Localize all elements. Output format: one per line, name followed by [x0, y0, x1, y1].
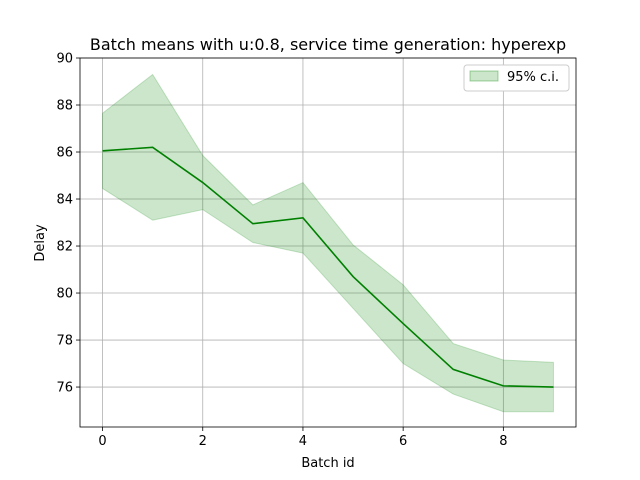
- y-tick-label: 90: [56, 52, 73, 67]
- y-axis-label: Delay: [33, 224, 48, 262]
- x-tick-label: 2: [199, 434, 207, 449]
- legend-box: [463, 64, 570, 92]
- chart-title: Batch means with u:0.8, service time gen…: [90, 35, 566, 54]
- y-tick-label: 84: [56, 193, 73, 208]
- legend: 95% c.i.: [463, 64, 570, 92]
- legend-swatch-ci: [469, 70, 499, 82]
- axis-ticks: 0 2 4 6 8 76 78 80 82 84 86 88 90: [56, 52, 507, 450]
- x-tick-label: 6: [399, 434, 407, 449]
- confidence-band: [102, 73, 554, 413]
- legend-label-ci: 95% c.i.: [507, 70, 559, 85]
- y-tick-label: 78: [56, 334, 73, 349]
- x-tick-label: 0: [98, 434, 106, 449]
- series-line: [102, 146, 554, 388]
- y-tick-label: 80: [56, 287, 73, 302]
- y-tick-label: 76: [56, 381, 73, 396]
- confidence-band-layer: [102, 73, 554, 413]
- x-tick-label: 4: [299, 434, 307, 449]
- x-axis-label: Batch id: [301, 456, 354, 471]
- plot-area-frame: [79, 57, 577, 428]
- grid: [80, 57, 576, 427]
- y-tick-label: 88: [56, 99, 73, 114]
- series-line-layer: [102, 146, 554, 388]
- y-tick-label: 86: [56, 146, 73, 161]
- x-tick-label: 8: [499, 434, 507, 449]
- y-tick-label: 82: [56, 240, 73, 255]
